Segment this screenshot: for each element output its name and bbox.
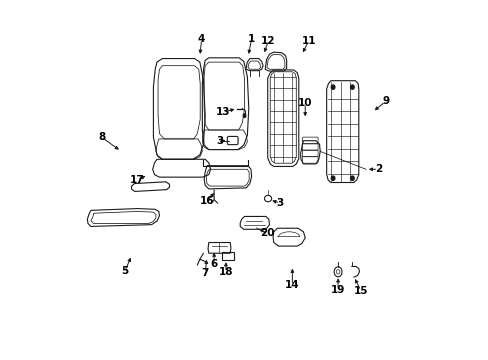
Text: 2: 2 — [374, 164, 381, 174]
Ellipse shape — [350, 176, 353, 180]
Ellipse shape — [243, 114, 245, 117]
Text: 16: 16 — [199, 197, 214, 206]
Text: 1: 1 — [247, 34, 255, 44]
Text: 13: 13 — [215, 107, 230, 117]
Text: 7: 7 — [201, 268, 208, 278]
Text: 9: 9 — [381, 96, 388, 107]
Text: 4: 4 — [198, 34, 205, 44]
Text: 20: 20 — [259, 228, 274, 238]
Text: 12: 12 — [261, 36, 275, 46]
Text: 8: 8 — [98, 132, 105, 142]
Text: 14: 14 — [285, 280, 299, 291]
Text: 6: 6 — [210, 259, 217, 269]
Text: 17: 17 — [130, 175, 144, 185]
Text: 10: 10 — [297, 98, 312, 108]
Text: 15: 15 — [353, 286, 367, 296]
Ellipse shape — [331, 85, 334, 89]
Text: 11: 11 — [301, 36, 315, 46]
Text: 5: 5 — [121, 266, 128, 276]
Text: 19: 19 — [330, 285, 345, 295]
Text: 18: 18 — [218, 267, 233, 277]
Ellipse shape — [331, 176, 334, 180]
Text: 3: 3 — [215, 136, 223, 146]
Text: 3: 3 — [276, 198, 283, 208]
Ellipse shape — [350, 85, 353, 89]
